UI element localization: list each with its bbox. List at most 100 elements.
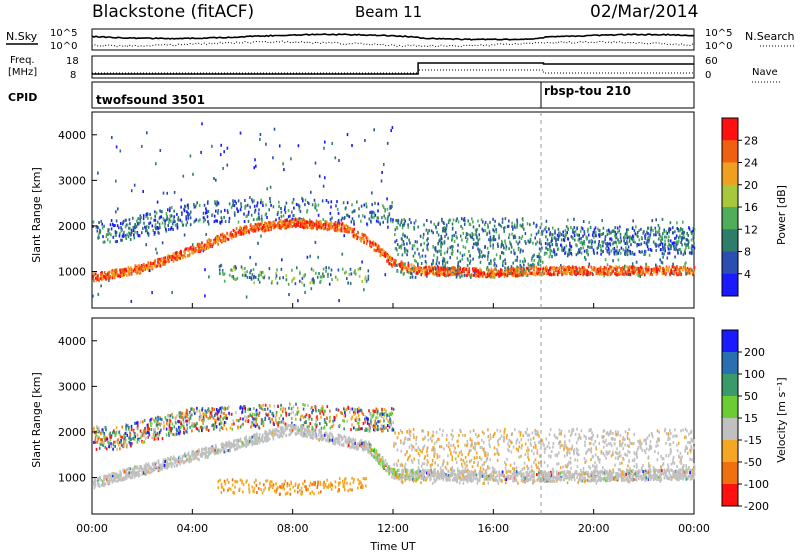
power-cell	[445, 232, 448, 236]
velocity-cell	[476, 481, 479, 485]
power-cell	[486, 275, 489, 279]
power-cell	[427, 231, 429, 235]
power-cell	[204, 218, 206, 222]
power-cell	[326, 220, 328, 224]
velocity-cell	[108, 477, 111, 481]
power-cell	[351, 210, 354, 214]
power-cell	[226, 163, 229, 167]
power-cell	[461, 274, 463, 278]
power-cell	[615, 252, 618, 256]
velocity-cell	[447, 445, 450, 449]
power-cell	[487, 253, 490, 256]
power-cell	[356, 237, 358, 241]
power-cell	[380, 179, 383, 183]
power-cell	[482, 220, 484, 224]
power-cell	[316, 275, 319, 279]
power-cell	[517, 248, 520, 252]
velocity-cell	[366, 421, 369, 425]
power-cell	[674, 236, 676, 240]
power-cell	[446, 250, 449, 254]
power-cell	[631, 265, 633, 269]
power-cell	[276, 281, 279, 285]
power-cell	[642, 231, 644, 235]
power-cell	[658, 266, 661, 270]
power-cell	[438, 273, 441, 277]
power-cell	[592, 248, 595, 252]
velocity-cell	[521, 443, 523, 447]
power-cell	[214, 200, 216, 204]
velocity-cell	[350, 417, 353, 421]
power-cell	[381, 248, 383, 252]
power-cell	[617, 238, 619, 242]
power-cell	[425, 261, 428, 265]
velocity-cell	[593, 478, 595, 482]
power-cell	[348, 227, 350, 231]
power-cell	[376, 248, 379, 252]
power-cell	[523, 257, 526, 261]
power-cell	[279, 226, 281, 230]
velocity-cell	[260, 407, 263, 411]
power-cell	[346, 201, 349, 205]
power-cell	[193, 246, 195, 250]
power-cell	[243, 226, 245, 230]
velocity-cell	[531, 431, 534, 435]
power-cell	[564, 235, 566, 239]
power-cell	[663, 230, 665, 234]
power-cell	[247, 210, 250, 214]
power-cell	[587, 227, 589, 231]
power-cell	[691, 232, 693, 236]
power-cell	[257, 228, 260, 232]
velocity-cell	[649, 467, 651, 471]
power-cell	[377, 244, 380, 248]
power-cell	[277, 226, 279, 230]
power-cell	[376, 246, 379, 250]
power-cell	[100, 284, 102, 288]
power-cell	[502, 272, 505, 276]
power-cell	[126, 233, 129, 237]
power-cell	[329, 223, 331, 227]
power-cell	[407, 261, 410, 265]
power-cell	[218, 237, 221, 241]
power-cell	[498, 222, 500, 226]
power-cell	[292, 197, 295, 201]
power-cell	[228, 216, 231, 220]
power-cell	[459, 271, 462, 275]
power-cell	[148, 222, 150, 226]
velocity-cell	[492, 435, 495, 438]
power-cell	[583, 266, 585, 270]
power-cell	[349, 282, 352, 285]
power-cell	[455, 231, 457, 235]
power-cell	[334, 221, 337, 225]
power-cell	[472, 242, 475, 246]
power-cell	[304, 198, 307, 202]
power-cell	[340, 218, 343, 222]
power-cell	[436, 256, 439, 260]
power-cell	[313, 222, 316, 226]
power-cell	[572, 230, 574, 234]
power-cell	[111, 271, 114, 275]
velocity-cell	[177, 459, 179, 463]
power-cell	[587, 233, 590, 237]
velocity-cell	[130, 437, 133, 441]
velocity-cell	[624, 443, 626, 447]
velocity-cell	[294, 482, 297, 486]
power-cell	[344, 271, 346, 275]
power-cell	[520, 237, 523, 240]
velocity-cell	[617, 432, 619, 436]
power-cell	[649, 231, 652, 234]
power-cell	[466, 263, 469, 267]
power-cell	[647, 265, 649, 269]
power-cell	[232, 199, 234, 203]
velocity-cell	[517, 481, 519, 485]
power-cell	[589, 226, 592, 229]
power-cell	[394, 263, 396, 267]
power-cell	[146, 212, 149, 216]
power-cell	[601, 250, 604, 254]
power-cell	[201, 241, 203, 245]
power-cell	[370, 210, 372, 214]
power-cell	[519, 263, 522, 267]
power-cell	[687, 271, 689, 275]
power-cell	[263, 274, 266, 278]
power-cell	[244, 226, 247, 230]
power-cell	[682, 253, 685, 257]
